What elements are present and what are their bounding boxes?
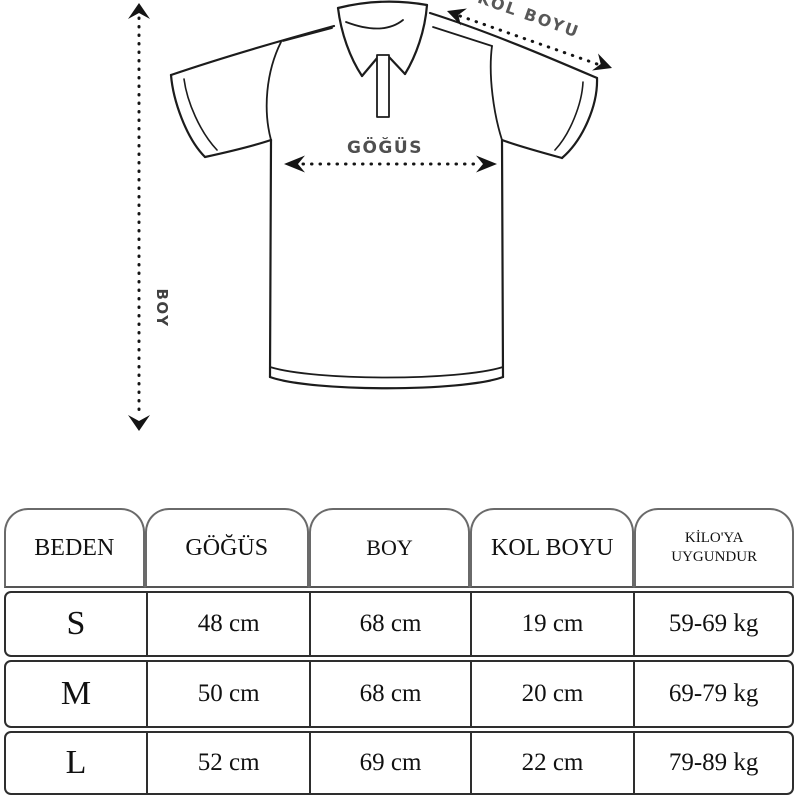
header-beden: BEDEN (4, 508, 145, 588)
polo-shirt-illustration (169, 0, 599, 390)
collar-left-edge (336, 6, 364, 78)
header-gogus: GÖĞÜS (144, 508, 309, 588)
right-armhole-seam (489, 45, 503, 141)
left-shoulder-seam (282, 27, 333, 42)
sleeve-value: 19 cm (469, 593, 633, 655)
weight-value: 79-89 kg (633, 733, 792, 793)
hem-seam (269, 366, 504, 379)
header-kol-boyu: KOL BOYU (470, 508, 635, 588)
chest-label: GÖĞÜS (347, 136, 423, 158)
weight-value: 59-69 kg (633, 593, 792, 655)
collar-left-inner-edge (360, 55, 380, 78)
table-row-m: M 50 cm 68 cm 20 cm 69-79 kg (4, 660, 794, 728)
measurement-lines (137, 14, 599, 416)
sleeve-arrowhead-top (447, 8, 467, 26)
length-value: 69 cm (309, 733, 469, 793)
hem-bottom (268, 375, 505, 390)
length-value: 68 cm (309, 662, 469, 726)
header-boy: BOY (308, 508, 471, 588)
length-arrowhead-top (128, 3, 150, 19)
header-kilo: KİLO'YA UYGUNDUR (634, 508, 794, 588)
body-right-edge (500, 138, 505, 379)
table-row-l: L 52 cm 69 cm 22 cm 79-89 kg (4, 731, 794, 795)
chest-value: 48 cm (145, 593, 309, 655)
weight-value: 69-79 kg (633, 662, 792, 726)
header-label: GÖĞÜS (185, 534, 269, 561)
sleeve-arrowhead-bottom (592, 53, 612, 71)
chest-value: 52 cm (145, 733, 309, 793)
collar-right-inner-edge (387, 55, 407, 76)
right-cuff-edge (560, 76, 599, 160)
size-table: BEDEN GÖĞÜS BOY KOL BOYU KİLO'YA UYGUNDU… (4, 508, 794, 795)
right-sleeve-top-edge (428, 11, 599, 80)
neckline-arc (345, 19, 404, 30)
left-cuff-seam (183, 78, 218, 151)
header-label: KOL BOYU (491, 534, 614, 561)
header-label: BEDEN (34, 534, 115, 561)
table-header-row: BEDEN GÖĞÜS BOY KOL BOYU KİLO'YA UYGUNDU… (4, 508, 794, 588)
size-value: M (60, 675, 92, 712)
left-underarm (203, 138, 273, 159)
length-value: 68 cm (309, 593, 469, 655)
sleeve-dotted-line (458, 14, 599, 66)
left-armhole-seam (265, 41, 282, 141)
chest-arrowhead-left (284, 155, 305, 173)
size-value: S (66, 605, 86, 642)
chest-value: 50 cm (145, 662, 309, 726)
table-row-s: S 48 cm 68 cm 19 cm 59-69 kg (4, 591, 794, 657)
right-shoulder-seam (432, 26, 493, 47)
left-cuff-edge (169, 73, 207, 159)
sleeve-value: 22 cm (469, 733, 633, 793)
measurement-diagram: GÖĞÜS KOL BOYU BOY (128, 0, 612, 431)
right-cuff-seam (554, 81, 584, 151)
arrowheads (128, 3, 612, 431)
chest-arrowhead-right (476, 155, 497, 173)
length-label: BOY (153, 288, 171, 327)
length-arrowhead-bottom (128, 415, 150, 431)
placket (376, 54, 390, 118)
collar-right-edge (403, 3, 429, 76)
header-label: BOY (366, 535, 413, 560)
size-value: L (65, 744, 87, 781)
header-label: KİLO'YA UYGUNDUR (671, 530, 758, 565)
body-left-edge (268, 138, 273, 379)
left-sleeve-top-edge (169, 24, 336, 77)
sleeve-value: 20 cm (469, 662, 633, 726)
collar-top-edge (336, 0, 429, 10)
right-underarm (500, 138, 564, 160)
